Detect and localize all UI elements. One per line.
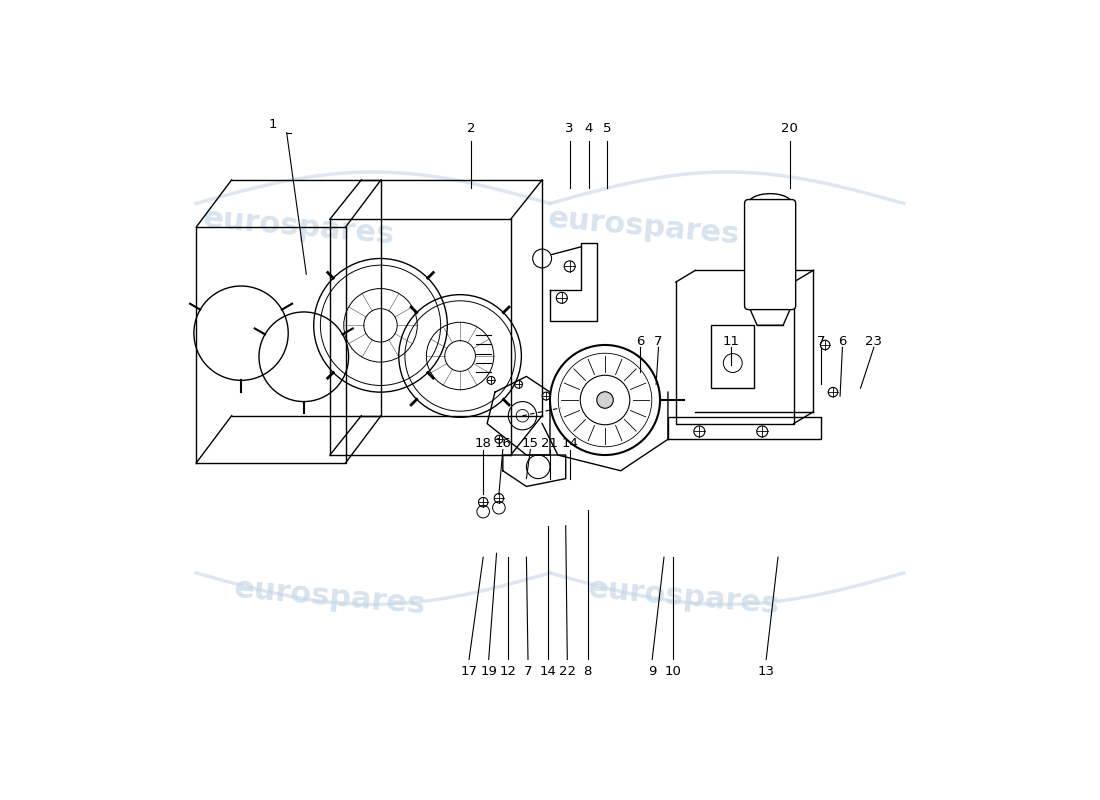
Text: 10: 10 xyxy=(666,665,682,678)
Text: 6: 6 xyxy=(838,334,847,347)
Text: 4: 4 xyxy=(584,122,593,135)
Text: 8: 8 xyxy=(583,665,592,678)
Text: 14: 14 xyxy=(561,437,579,450)
Text: 13: 13 xyxy=(758,665,774,678)
Text: 17: 17 xyxy=(461,665,477,678)
Text: 7: 7 xyxy=(654,334,662,347)
Text: eurospares: eurospares xyxy=(201,204,396,250)
Text: 9: 9 xyxy=(648,665,657,678)
FancyBboxPatch shape xyxy=(745,199,795,310)
Text: eurospares: eurospares xyxy=(547,204,741,250)
Text: 7: 7 xyxy=(524,665,532,678)
Text: 20: 20 xyxy=(781,122,799,135)
Text: 11: 11 xyxy=(723,334,739,347)
Circle shape xyxy=(477,506,490,518)
Text: 21: 21 xyxy=(541,437,559,450)
Circle shape xyxy=(597,392,614,408)
Text: 1: 1 xyxy=(270,118,277,131)
Text: 2: 2 xyxy=(468,122,475,135)
Text: 3: 3 xyxy=(565,122,574,135)
Text: 7: 7 xyxy=(817,334,825,347)
Text: 15: 15 xyxy=(521,437,539,450)
Text: eurospares: eurospares xyxy=(233,574,427,619)
Bar xyxy=(712,326,755,388)
Text: 14: 14 xyxy=(539,665,557,678)
Text: 5: 5 xyxy=(603,122,612,135)
Text: 12: 12 xyxy=(499,665,517,678)
Text: 16: 16 xyxy=(494,437,512,450)
Text: 19: 19 xyxy=(481,665,497,678)
Text: 23: 23 xyxy=(866,334,882,347)
Text: 22: 22 xyxy=(559,665,575,678)
Circle shape xyxy=(493,502,505,514)
Text: 18: 18 xyxy=(475,437,492,450)
Text: eurospares: eurospares xyxy=(586,574,781,619)
Text: 6: 6 xyxy=(636,334,645,347)
